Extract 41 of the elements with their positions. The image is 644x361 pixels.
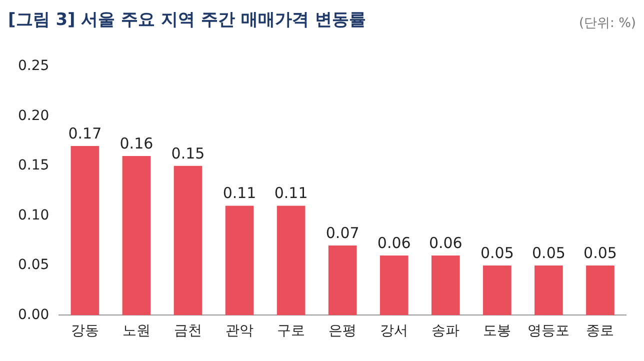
data-label: 0.05: [480, 244, 514, 262]
bar: [483, 265, 512, 316]
data-label: 0.06: [428, 234, 462, 252]
data-label: 0.15: [171, 144, 205, 162]
y-tick-label: 0.10: [18, 207, 50, 224]
x-tick-label: 노원: [122, 323, 150, 340]
x-tick-label: 송파: [432, 323, 460, 340]
y-tick-label: 0.00: [18, 306, 50, 323]
data-label: 0.07: [326, 224, 360, 242]
x-tick-label: 도봉: [483, 323, 512, 340]
bar: [431, 255, 460, 316]
bar: [328, 246, 357, 316]
y-tick-label: 0.05: [18, 257, 50, 274]
data-label: 0.11: [222, 184, 256, 202]
data-label: 0.06: [377, 234, 411, 252]
bar: [380, 255, 408, 316]
x-tick-label: 강서: [380, 323, 408, 340]
bar: [122, 156, 151, 316]
text: (단위: %): [578, 16, 636, 31]
y-tick-label: 0.20: [18, 108, 50, 124]
bar: [174, 166, 202, 316]
bar: [225, 206, 254, 316]
x-tick-label: 종로: [586, 323, 614, 340]
bar: [534, 265, 563, 316]
y-tick-label: 0.25: [18, 58, 50, 74]
data-label: 0.16: [120, 134, 154, 152]
data-label: 0.05: [532, 244, 566, 262]
chart-title: [그림 3] 서울 주요 지역 주간 매매가격 변동률: [8, 9, 366, 31]
x-tick-label: 영등포: [528, 323, 570, 340]
bar: [70, 146, 100, 316]
bar: [586, 265, 614, 316]
data-label: 0.17: [68, 124, 102, 142]
x-tick-label: 금천: [174, 323, 202, 340]
x-tick-label: 은평: [328, 323, 357, 340]
data-label: 0.11: [274, 184, 308, 202]
bar: [276, 206, 306, 316]
data-label: 0.05: [584, 244, 617, 262]
x-tick-label: 강동: [70, 323, 99, 340]
x-tick-label: 관악: [226, 323, 254, 340]
x-tick-label: 구로: [277, 323, 306, 340]
y-tick-label: 0.15: [18, 158, 50, 174]
